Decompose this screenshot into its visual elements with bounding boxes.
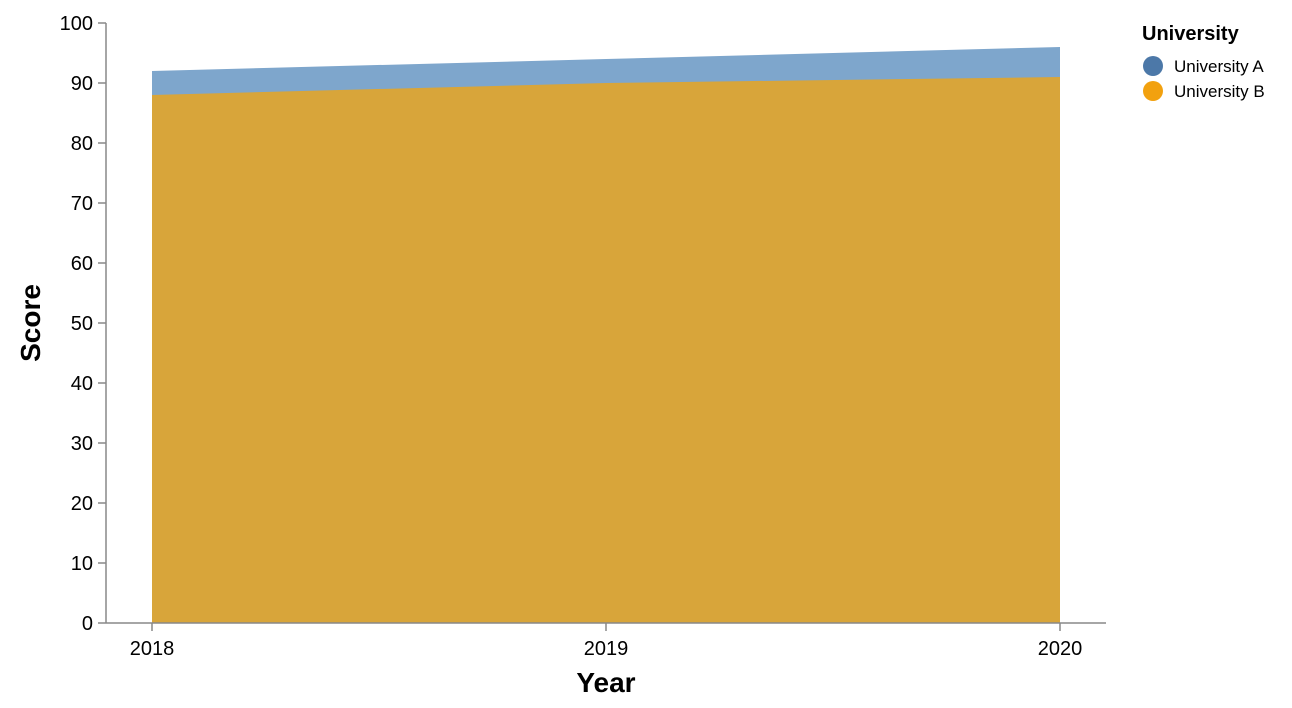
legend-swatch-university-b xyxy=(1143,81,1163,101)
x-tick-label-2020: 2020 xyxy=(1038,638,1083,660)
legend-label-university-b: University B xyxy=(1174,82,1265,101)
y-axis-title: Score xyxy=(15,284,46,362)
y-axis: 0 10 20 30 40 50 60 70 80 90 100 xyxy=(60,13,107,635)
y-tick-label-70: 70 xyxy=(71,193,93,215)
y-tick-label-10: 10 xyxy=(71,553,93,575)
y-tick-label-50: 50 xyxy=(71,313,93,335)
y-tick-label-80: 80 xyxy=(71,133,93,155)
area-university-b xyxy=(152,77,1060,623)
plot-area xyxy=(152,47,1060,623)
legend-title: University xyxy=(1142,23,1240,45)
y-tick-label-30: 30 xyxy=(71,433,93,455)
y-tick-label-20: 20 xyxy=(71,493,93,515)
x-tick-label-2019: 2019 xyxy=(584,638,629,660)
legend: University University A University B xyxy=(1142,23,1265,101)
x-tick-label-2018: 2018 xyxy=(130,638,175,660)
y-tick-label-90: 90 xyxy=(71,73,93,95)
y-tick-label-0: 0 xyxy=(82,613,93,635)
legend-label-university-a: University A xyxy=(1174,57,1264,76)
y-tick-label-100: 100 xyxy=(60,13,93,35)
y-tick-label-40: 40 xyxy=(71,373,93,395)
legend-swatch-university-a xyxy=(1143,56,1163,76)
x-axis-title: Year xyxy=(576,667,635,698)
y-tick-label-60: 60 xyxy=(71,253,93,275)
x-axis: 2018 2019 2020 xyxy=(106,622,1106,660)
